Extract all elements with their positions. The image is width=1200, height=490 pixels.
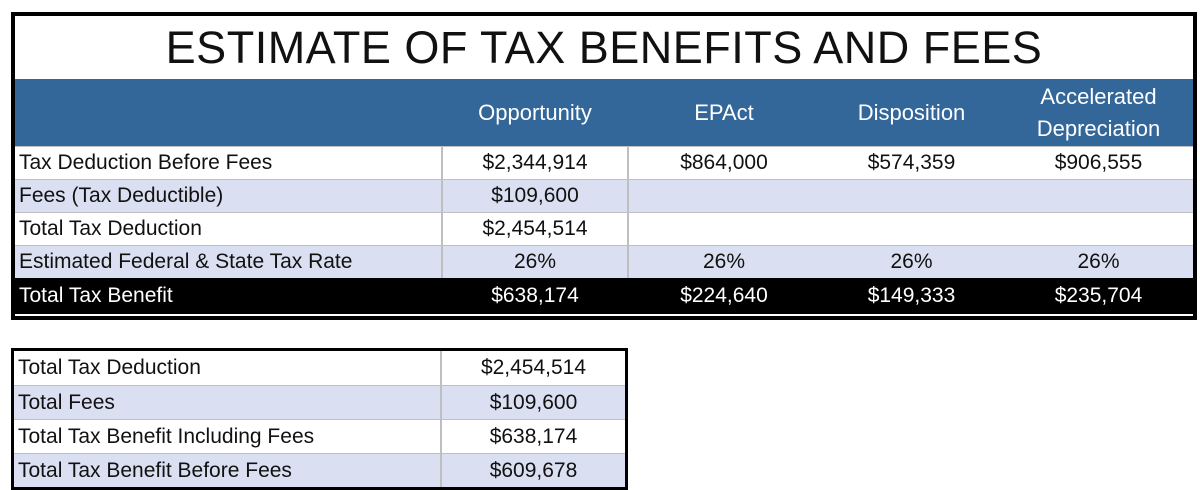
cell — [819, 213, 1004, 245]
header-disposition: Disposition — [857, 99, 966, 125]
cell: 26% — [890, 250, 933, 273]
cell: $2,344,914 — [441, 147, 629, 179]
total-row: Total Tax Benefit $638,174 $224,640 $149… — [15, 278, 1193, 314]
row-label: Total Tax Deduction — [19, 217, 202, 240]
table-row: Estimated Federal & State Tax Rate 26% 2… — [15, 245, 1193, 278]
summary-row: Total Tax Benefit Before Fees $609,678 — [14, 453, 625, 487]
header-blank — [15, 79, 441, 146]
cell — [1004, 180, 1193, 212]
row-label: Total Tax Deduction — [18, 356, 201, 379]
cell: $2,454,514 — [440, 351, 625, 385]
row-label: Total Tax Benefit — [19, 284, 173, 307]
cell: $109,600 — [440, 386, 625, 419]
cell: $638,174 — [491, 284, 579, 307]
table-title: ESTIMATE OF TAX BENEFITS AND FEES — [165, 21, 1043, 73]
row-label: Total Fees — [18, 390, 115, 414]
row-label: Fees (Tax Deductible) — [19, 184, 224, 207]
cell — [819, 180, 1004, 212]
table-row: Tax Deduction Before Fees $2,344,914 $86… — [15, 146, 1193, 179]
cell: $149,333 — [867, 284, 956, 307]
table-row: Total Tax Deduction $2,454,514 — [15, 212, 1193, 245]
cell — [629, 213, 819, 245]
summary-table: Total Tax Deduction $2,454,514 Total Fee… — [11, 348, 628, 490]
cell: $574,359 — [867, 151, 956, 174]
summary-row: Total Tax Benefit Including Fees $638,17… — [14, 419, 625, 453]
cell: 26% — [702, 250, 746, 273]
cell: $609,678 — [440, 454, 625, 487]
cell: $235,704 — [1054, 284, 1143, 307]
summary-row: Total Fees $109,600 — [14, 385, 625, 419]
header-accelerated-depreciation: Accelerated Depreciation — [1036, 83, 1161, 141]
table-row: Fees (Tax Deductible) $109,600 — [15, 179, 1193, 212]
summary-row: Total Tax Deduction $2,454,514 — [14, 351, 625, 385]
cell: $224,640 — [680, 284, 768, 307]
row-label: Total Tax Benefit Including Fees — [18, 424, 315, 448]
cell: $638,174 — [440, 420, 625, 453]
cell: 26% — [441, 246, 629, 278]
header-opportunity: Opportunity — [478, 99, 592, 125]
row-label: Total Tax Benefit Before Fees — [18, 458, 292, 482]
row-label: Estimated Federal & State Tax Rate — [19, 250, 353, 273]
cell: $906,555 — [1054, 151, 1143, 174]
header-row: Opportunity EPAct Disposition Accelerate… — [15, 79, 1193, 146]
cell: 26% — [1077, 250, 1120, 273]
header-epact: EPAct — [694, 99, 754, 125]
cell: $109,600 — [441, 180, 629, 212]
cell: $2,454,514 — [441, 213, 629, 245]
cell — [1004, 213, 1193, 245]
row-label: Tax Deduction Before Fees — [19, 151, 273, 174]
tax-benefits-table: ESTIMATE OF TAX BENEFITS AND FEES Opport… — [11, 12, 1197, 320]
cell — [629, 180, 819, 212]
cell: $864,000 — [680, 151, 768, 174]
